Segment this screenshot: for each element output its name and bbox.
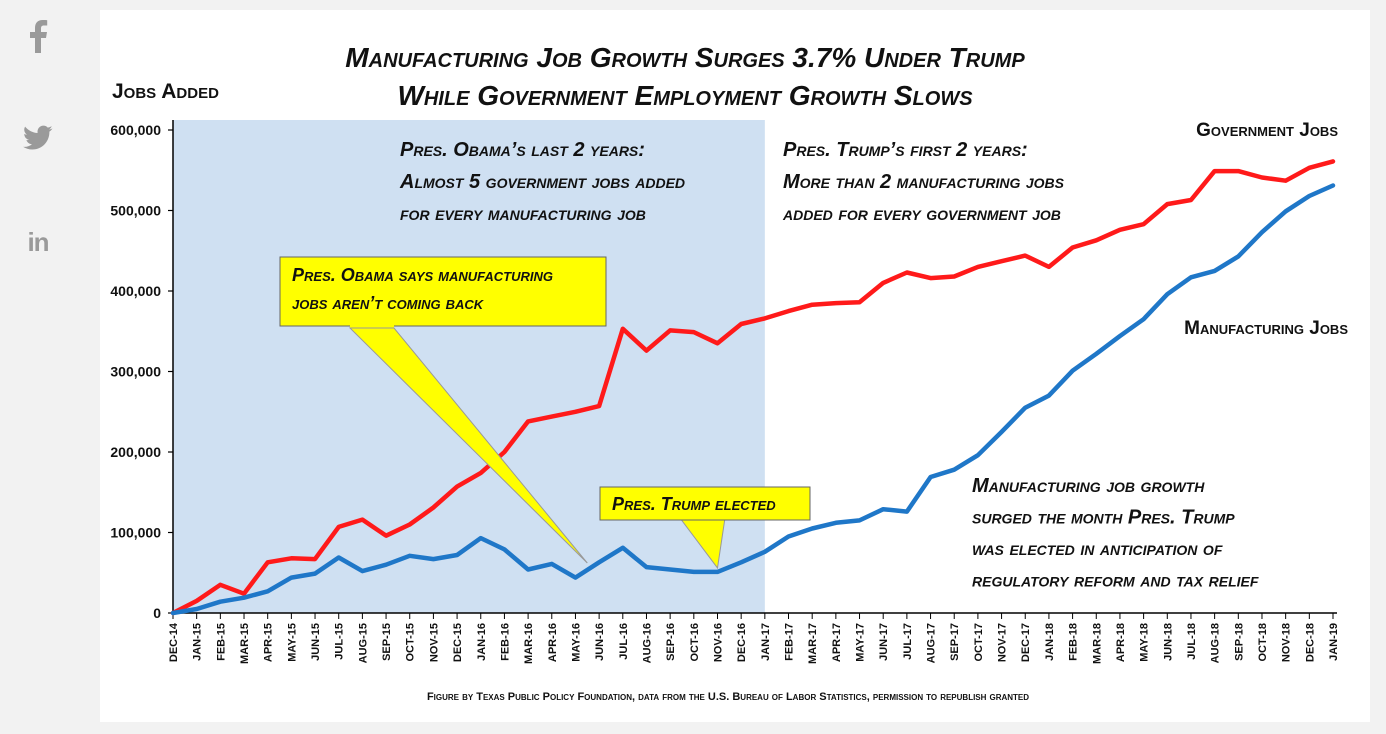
y-tick-label: 600,000 xyxy=(110,122,161,138)
x-tick-label: JUN-18 xyxy=(1162,623,1174,661)
x-tick-label: MAR-18 xyxy=(1091,623,1103,664)
y-axis-label: Jobs Added xyxy=(112,80,219,103)
x-tick-label: DEC-15 xyxy=(452,623,464,662)
chart-title: Manufacturing Job Growth Surges 3.7% Und… xyxy=(345,42,1025,73)
x-tick-label: JUL-17 xyxy=(902,623,914,660)
government-jobs-label: Government Jobs xyxy=(1196,120,1338,141)
surge-annotation: was elected in anticipation of xyxy=(972,538,1223,560)
x-tick-label: MAY-15 xyxy=(286,623,298,662)
y-tick-label: 0 xyxy=(153,605,161,621)
obama-callout-box xyxy=(279,256,607,327)
obama-callout-text: jobs aren’t coming back xyxy=(292,293,485,313)
x-tick-label: NOV-17 xyxy=(997,623,1009,662)
x-tick-label: JAN-17 xyxy=(760,623,772,661)
twitter-share-button[interactable] xyxy=(14,114,62,162)
x-tick-label: OCT-17 xyxy=(973,623,985,662)
x-tick-label: JUL-15 xyxy=(334,623,346,660)
x-tick-label: SEP-17 xyxy=(949,623,961,661)
x-tick-label: JAN-18 xyxy=(1044,623,1056,661)
x-tick-label: SEP-15 xyxy=(381,623,393,661)
line-chart: 0 100,000 200,000 300,000 400,000 500,000 600,… xyxy=(110,42,1348,703)
linkedin-icon: in xyxy=(27,226,49,257)
y-tick-label: 100,000 xyxy=(110,525,161,541)
social-share-bar: in xyxy=(0,0,80,734)
x-tick-label: APR-16 xyxy=(547,623,559,662)
government-jobs-line xyxy=(170,159,1336,616)
x-tick-label: JAN-19 xyxy=(1328,623,1340,661)
x-tick-label: SEP-16 xyxy=(665,623,677,661)
x-tick-label: OCT-16 xyxy=(689,623,701,662)
x-tick-label: AUG-15 xyxy=(357,623,369,663)
x-tick-label: MAY-16 xyxy=(570,623,582,662)
chart-subtitle: While Government Employment Growth Slows xyxy=(397,80,973,111)
linkedin-share-button[interactable]: in xyxy=(14,218,62,266)
x-tick-label: MAY-17 xyxy=(855,623,867,662)
x-tick-label: JAN-16 xyxy=(476,623,488,661)
y-tick-label: 400,000 xyxy=(110,283,161,299)
trump-period-annotation: More than 2 manufacturing jobs xyxy=(783,171,1065,193)
source-caption: Figure by Texas Public Policy Foundation… xyxy=(427,691,1029,703)
y-tick-label: 300,000 xyxy=(110,364,161,380)
x-tick-label: NOV-16 xyxy=(712,623,724,662)
x-tick-label: FEB-17 xyxy=(784,623,796,661)
obama-period-annotation: Almost 5 government jobs added xyxy=(399,171,685,193)
x-tick-label: FEB-15 xyxy=(215,623,227,661)
x-tick-label: OCT-18 xyxy=(1257,623,1269,662)
x-tick-label: AUG-16 xyxy=(641,623,653,663)
x-tick-label: APR-18 xyxy=(1115,623,1127,662)
chart-card: 0 100,000 200,000 300,000 400,000 500,000 600,… xyxy=(100,10,1370,722)
facebook-share-button[interactable] xyxy=(14,12,62,60)
x-tick-label: DEC-18 xyxy=(1304,623,1316,662)
x-tick-label: OCT-15 xyxy=(405,623,417,662)
trump-callout-box xyxy=(599,486,811,521)
manufacturing-jobs-label: Manufacturing Jobs xyxy=(1184,318,1348,339)
obama-callout-text: Pres. Obama says manufacturing xyxy=(292,265,553,285)
y-tick-label: 500,000 xyxy=(110,203,161,219)
obama-period-shading xyxy=(173,120,765,613)
x-tick-label: JUL-16 xyxy=(618,623,630,660)
y-tick-label: 200,000 xyxy=(110,444,161,460)
twitter-icon xyxy=(23,125,53,150)
x-tick-label: AUG-18 xyxy=(1210,623,1222,663)
x-tick-label: MAR-16 xyxy=(523,623,535,664)
surge-annotation: Manufacturing job growth xyxy=(972,475,1205,497)
trump-period-annotation: Pres. Trump’s first 2 years: xyxy=(783,139,1028,161)
x-tick-label: FEB-18 xyxy=(1068,623,1080,661)
x-tick-label: AUG-17 xyxy=(926,623,938,663)
surge-annotation: regulatory reform and tax relief xyxy=(972,570,1259,592)
x-tick-label: MAY-18 xyxy=(1139,623,1151,662)
obama-period-annotation: Pres. Obama’s last 2 years: xyxy=(400,139,645,161)
surge-annotation: surged the month Pres. Trump xyxy=(972,507,1235,529)
obama-period-annotation: for every manufacturing job xyxy=(400,203,646,225)
x-tick-label: MAR-17 xyxy=(807,623,819,664)
x-tick-label: DEC-17 xyxy=(1020,623,1032,662)
x-tick-label: NOV-15 xyxy=(428,623,440,662)
x-tick-label: JUL-18 xyxy=(1186,623,1198,660)
x-tick-label: MAR-15 xyxy=(239,623,251,664)
trump-callout-text: Pres. Trump elected xyxy=(612,494,776,514)
x-tick-label: JUN-17 xyxy=(878,623,890,661)
x-tick-label: JUN-16 xyxy=(594,623,606,661)
x-tick-label: JUN-15 xyxy=(310,623,322,661)
trump-period-annotation: added for every government job xyxy=(782,203,1061,225)
x-tick-label: NOV-18 xyxy=(1281,623,1293,662)
x-tick-label: FEB-16 xyxy=(499,623,511,661)
obama-callout-pointer xyxy=(348,327,588,564)
x-tick-label: JAN-15 xyxy=(192,623,204,661)
x-tick-label: DEC-16 xyxy=(736,623,748,662)
x-tick-label: APR-15 xyxy=(263,623,275,662)
x-tick-label: SEP-18 xyxy=(1233,623,1245,661)
manufacturing-jobs-line xyxy=(170,183,1336,616)
x-tick-label: APR-17 xyxy=(831,623,843,662)
x-tick-label: DEC-14 xyxy=(168,622,180,662)
facebook-icon xyxy=(30,20,48,53)
